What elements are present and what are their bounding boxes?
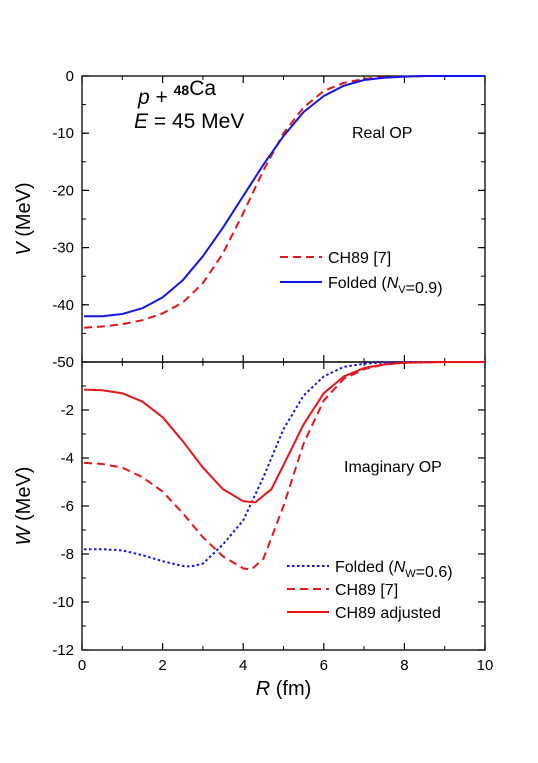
top-y-tick-label: 0 (66, 68, 74, 85)
x-axis-title: R (fm) (256, 678, 312, 700)
bottom-y-tick-label: -2 (61, 402, 74, 419)
bottom-panel-label: Imaginary OP (344, 459, 442, 476)
bottom-y-tick-label: -4 (61, 450, 74, 467)
x-tick-label: 2 (158, 657, 166, 674)
x-tick-label: 4 (239, 657, 247, 674)
top-y-tick-label: -20 (52, 182, 74, 199)
bottom-y-axis-title: W (MeV) (13, 467, 35, 546)
imaginary-potential-panel: -2 -4 -6 -8 -10 -120 2 4 6 8 10 W (MeV) R (fm) Imagin… (13, 361, 494, 700)
top-legend-label-0: CH89 [7] (328, 250, 391, 267)
x-tick-label: 0 (78, 657, 86, 674)
bottom-legend-label-0: Folded (NW=0.6) (335, 559, 453, 581)
x-tick-label: 8 (400, 657, 408, 674)
bottom-series-0-line (84, 361, 485, 568)
reaction-annotation-line-1: E = 45 MeV (134, 110, 244, 133)
top-y-tick-label: -10 (52, 125, 74, 142)
bottom-y-tick-label: -6 (61, 498, 74, 515)
top-y-tick-label: -50 (52, 354, 74, 371)
x-tick-label: 6 (320, 657, 328, 674)
real-potential-panel: 0 -10 -20 -30 -40 -50 V (MeV) Real OP p + 48CaE … (13, 68, 486, 371)
reaction-annotation-line-0: p + 48Ca (137, 77, 216, 109)
bottom-y-tick-label: -10 (52, 594, 74, 611)
top-legend-label-1: Folded (NV=0.9) (328, 275, 443, 297)
bottom-legend-label-1: CH89 [7] (335, 582, 398, 599)
top-y-tick-label: -30 (52, 240, 74, 257)
bottom-y-tick-label: -12 (52, 642, 74, 659)
x-tick-label: 10 (477, 657, 494, 674)
top-panel-label: Real OP (352, 125, 412, 142)
bottom-y-tick-label: -8 (61, 546, 74, 563)
top-y-tick-label: -40 (52, 297, 74, 314)
bottom-legend-label-2: CH89 adjusted (335, 605, 441, 622)
top-y-axis-title: V (MeV) (13, 182, 35, 255)
top-series-1-line (84, 75, 485, 318)
bottom-series-2-line (83, 361, 485, 504)
